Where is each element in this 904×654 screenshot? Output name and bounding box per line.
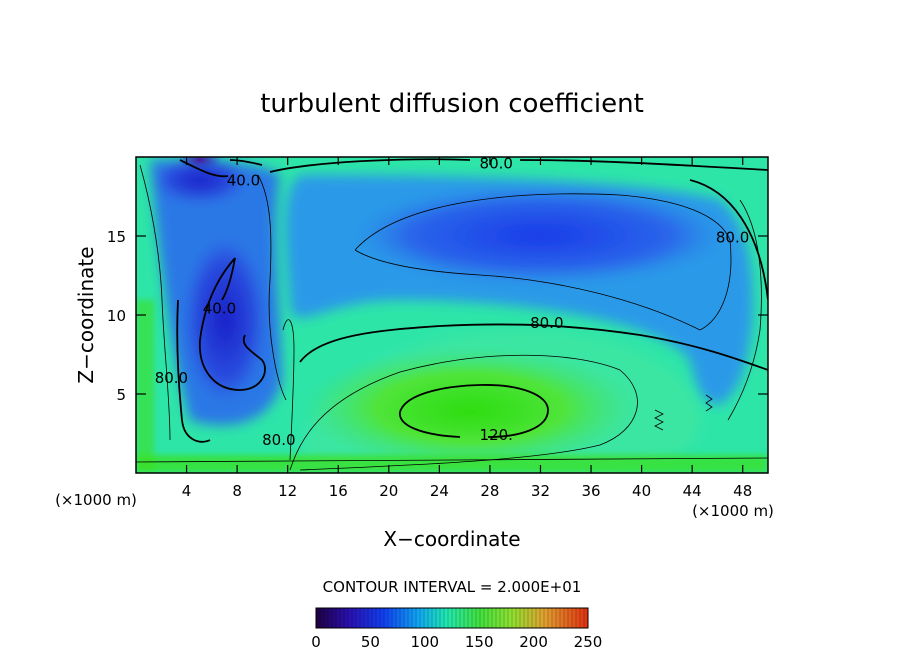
- thin-line-6: [282, 319, 295, 461]
- upper-right-core: [350, 185, 730, 285]
- contour-label: 80.0: [480, 154, 513, 172]
- thin-line-8: [727, 199, 762, 421]
- colorbar-stripes: [319, 608, 585, 628]
- x-axis: 4 8 12 16 20 24 28 32 36 40 44 48: [182, 157, 752, 500]
- contour-label: 40.0: [227, 172, 260, 190]
- colorbar-tick-label: 150: [465, 633, 494, 651]
- x-tick-label: 32: [531, 482, 550, 500]
- left-green-strip: [136, 300, 154, 473]
- x-tick-label: 24: [430, 482, 449, 500]
- contour-label: 80.0: [155, 369, 188, 387]
- thin-line-10: [705, 394, 713, 412]
- contour-80-left: [176, 299, 211, 443]
- contour-label: 40.0: [203, 300, 236, 318]
- thin-line-1: [354, 193, 732, 331]
- top-left-core: [150, 157, 250, 205]
- contour-label: 120.: [480, 426, 513, 444]
- thin-line-2: [354, 249, 701, 331]
- x-tick-label: 36: [581, 482, 600, 500]
- y-tick-label: 10: [107, 307, 126, 325]
- contour-label: 80.0: [530, 314, 563, 332]
- x-tick-label: 48: [733, 482, 752, 500]
- contour-80-main: [299, 323, 768, 371]
- contour-120: [399, 384, 549, 438]
- thin-line-5: [257, 174, 287, 401]
- thin-line-4: [139, 164, 171, 441]
- thin-line-9: [654, 409, 664, 431]
- purple-spot: [178, 157, 222, 170]
- y-axis-label: Z−coordinate: [74, 246, 98, 383]
- x-tick-label: 28: [480, 482, 499, 500]
- contour-40-left: [199, 257, 266, 391]
- x-tick-label: 44: [683, 482, 702, 500]
- x-axis-label: X−coordinate: [383, 527, 520, 551]
- x-tick-label: 8: [232, 482, 242, 500]
- y-tick-label: 5: [116, 386, 126, 404]
- colorbar-tick-label: 50: [361, 633, 380, 651]
- filled-contour-field: [136, 157, 768, 473]
- chart-title: turbulent diffusion coefficient: [260, 89, 644, 119]
- contour-label: 80.0: [716, 229, 749, 247]
- contour-80-right-upper: [689, 179, 768, 301]
- x-tick-label: 12: [278, 482, 297, 500]
- colorbar-tick-label: 250: [574, 633, 603, 651]
- contour-labels: 80.0 40.0 80.0 40.0 80.0 80.0 120. 80.0: [155, 154, 750, 449]
- x-tick-label: 16: [329, 482, 348, 500]
- y-axis: 5 10 15: [107, 228, 768, 404]
- contour-40-top-left: [179, 159, 263, 178]
- contour-lines: [136, 158, 768, 471]
- left-low-core: [180, 230, 270, 410]
- colorbar: 0 50 100 150 200 250: [311, 607, 602, 651]
- colorbar-tick-label: 0: [311, 633, 321, 651]
- x-unit-label-left: (×1000 m): [55, 491, 137, 509]
- colorbar-tick-label: 100: [410, 633, 439, 651]
- high-core: [380, 382, 560, 442]
- contour-interval-label: CONTOUR INTERVAL = 2.000E+01: [323, 578, 582, 596]
- bottom-green-strip: [136, 455, 768, 473]
- colorbar-ticks: 0 50 100 150 200 250: [311, 633, 602, 651]
- colorbar-frame: [315, 607, 589, 629]
- x-tick-label: 4: [182, 482, 192, 500]
- x-tick-label: 20: [379, 482, 398, 500]
- contour-label: 80.0: [262, 431, 295, 449]
- x-tick-label: 40: [632, 482, 651, 500]
- colorbar-tick-label: 200: [519, 633, 548, 651]
- y-tick-label: 15: [107, 228, 126, 246]
- x-unit-label-right: (×1000 m): [692, 502, 774, 520]
